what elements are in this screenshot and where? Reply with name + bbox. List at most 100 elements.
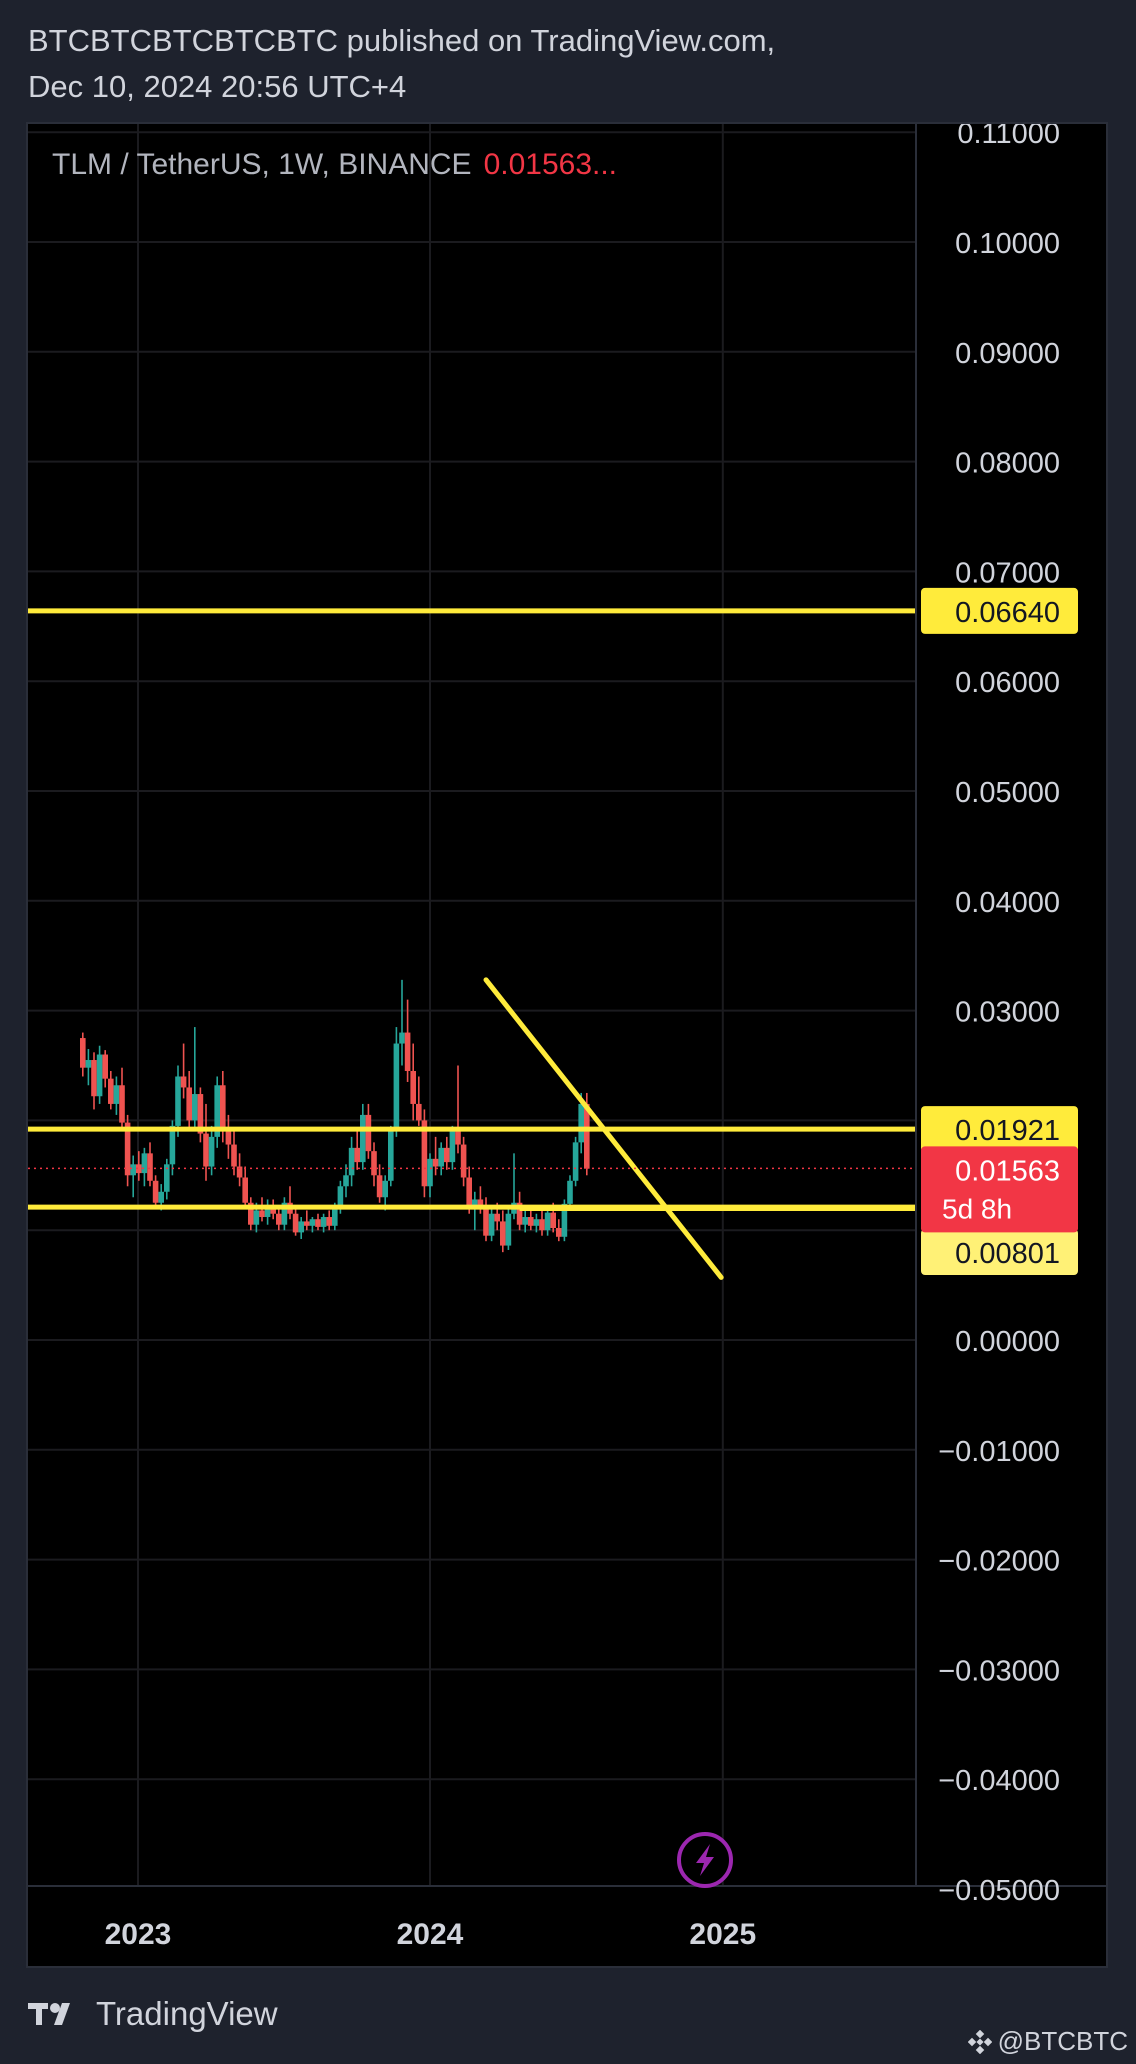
candle-body bbox=[292, 1213, 299, 1233]
candle-body bbox=[124, 1122, 131, 1176]
y-tick-label: −0.03000 bbox=[938, 1655, 1060, 1687]
candle-body bbox=[326, 1217, 332, 1226]
binance-icon bbox=[967, 2029, 992, 2054]
candle-body bbox=[180, 1076, 187, 1088]
legend-symbol: TLM / TetherUS, 1W, BINANCE bbox=[52, 148, 472, 181]
y-tick-label: 0.05000 bbox=[955, 777, 1060, 809]
candle-body bbox=[572, 1142, 579, 1181]
candle-body bbox=[449, 1131, 456, 1163]
candle-body bbox=[108, 1078, 114, 1104]
descending-trendline bbox=[483, 977, 724, 1280]
candle-body bbox=[416, 1103, 422, 1121]
candle-body bbox=[298, 1221, 304, 1233]
candle-body bbox=[270, 1206, 276, 1214]
y-tick-label: 0.07000 bbox=[955, 557, 1060, 589]
candle-body bbox=[438, 1147, 444, 1167]
y-tick-label: −0.01000 bbox=[938, 1436, 1060, 1468]
candle-body bbox=[432, 1158, 439, 1167]
candle-body bbox=[337, 1186, 344, 1209]
level-label-lower: 0.00801 bbox=[955, 1238, 1060, 1270]
candle-body bbox=[130, 1164, 136, 1176]
tradingview-brand-text: TradingView bbox=[96, 1995, 278, 2032]
candle-body bbox=[264, 1206, 271, 1218]
candle-body bbox=[96, 1054, 103, 1097]
y-tick-label: 0.04000 bbox=[955, 887, 1060, 919]
author-watermark: @BTCBTC bbox=[967, 2026, 1128, 2057]
candle-body bbox=[528, 1217, 534, 1226]
publication-header: BTCBTCBTCBTCBTC published on TradingView… bbox=[28, 18, 1108, 110]
x-tick-label: 2024 bbox=[397, 1918, 464, 1951]
candle-body bbox=[119, 1085, 125, 1123]
candle-body bbox=[466, 1177, 472, 1209]
candle-body bbox=[360, 1114, 366, 1163]
candle-body bbox=[365, 1114, 372, 1152]
candle-body bbox=[544, 1212, 551, 1231]
tradingview-logo[interactable]: TradingView bbox=[28, 1995, 278, 2033]
candle-body bbox=[102, 1054, 108, 1079]
candle-body bbox=[483, 1206, 489, 1236]
current-price-countdown: 5d 8h bbox=[942, 1193, 1012, 1224]
legend-price: 0.01563... bbox=[483, 148, 618, 181]
candle-body bbox=[578, 1103, 584, 1143]
candle-body bbox=[186, 1087, 192, 1121]
candle-body bbox=[169, 1125, 176, 1165]
candle-body bbox=[304, 1221, 310, 1226]
candle-body bbox=[556, 1228, 562, 1237]
y-tick-label: −0.02000 bbox=[938, 1546, 1060, 1578]
current-price-tag-bg bbox=[921, 1146, 1078, 1233]
candle-body bbox=[533, 1219, 540, 1226]
candle-body bbox=[276, 1213, 282, 1225]
candle-body bbox=[85, 1060, 92, 1068]
candle-body bbox=[343, 1175, 349, 1187]
y-tick-label: 0.06000 bbox=[955, 667, 1060, 699]
flash-icon-bolt bbox=[696, 1844, 714, 1876]
candle-body bbox=[253, 1210, 260, 1225]
y-tick-label: 0.08000 bbox=[955, 448, 1060, 480]
y-tick-label: 0.10000 bbox=[955, 228, 1060, 260]
chart-frame[interactable]: 0.11000 0.10000 0.09000 0.08000 0.07000 0.060… bbox=[26, 122, 1108, 1968]
time-axis-bg bbox=[28, 1887, 1106, 1966]
level-label-lower-bg bbox=[921, 1229, 1078, 1276]
x-tick-label: 2023 bbox=[105, 1918, 172, 1951]
y-tick-label: 0.03000 bbox=[955, 997, 1060, 1029]
candle-body bbox=[522, 1217, 528, 1225]
candle-body bbox=[203, 1133, 209, 1167]
candle-body bbox=[309, 1219, 316, 1226]
candle-body bbox=[320, 1217, 327, 1227]
chart-canvas[interactable]: 0.11000 0.10000 0.09000 0.08000 0.07000 0.060… bbox=[28, 124, 1106, 1966]
y-tick-label: 0.00000 bbox=[955, 1326, 1060, 1358]
candle-body bbox=[500, 1221, 506, 1246]
candle-body bbox=[136, 1164, 142, 1174]
y-tick-label: −0.05000 bbox=[938, 1875, 1060, 1907]
candle-body bbox=[550, 1212, 556, 1229]
candle-body bbox=[175, 1076, 181, 1126]
candle-body bbox=[231, 1144, 237, 1167]
level-label-upper: 0.06640 bbox=[955, 597, 1060, 629]
candle-body bbox=[460, 1144, 467, 1178]
level-label-resistance-bg bbox=[921, 1106, 1078, 1153]
current-price-label: 0.01563 bbox=[955, 1155, 1060, 1187]
candle-body bbox=[516, 1202, 523, 1225]
candle-body bbox=[455, 1131, 461, 1145]
candle-body bbox=[236, 1166, 243, 1178]
candle-body bbox=[567, 1180, 573, 1204]
candle-body bbox=[220, 1085, 226, 1132]
chart-legend: TLM / TetherUS, 1W, BINANCE 0.01563... bbox=[52, 148, 617, 182]
candle-body bbox=[584, 1103, 590, 1169]
candle-body bbox=[382, 1180, 388, 1198]
candle-body bbox=[164, 1164, 170, 1192]
level-label-resistance: 0.01921 bbox=[955, 1115, 1060, 1147]
candle-body bbox=[152, 1180, 159, 1203]
candle-body bbox=[80, 1038, 86, 1068]
tradingview-logo-icon bbox=[28, 2003, 70, 2025]
x-tick-label: 2025 bbox=[689, 1918, 756, 1951]
candle-body bbox=[91, 1060, 97, 1097]
candle-body bbox=[259, 1210, 265, 1218]
candle-body bbox=[371, 1151, 377, 1176]
candle-body bbox=[477, 1199, 484, 1207]
candle-body bbox=[444, 1147, 450, 1163]
candle-body bbox=[248, 1202, 254, 1225]
candle-body bbox=[192, 1094, 198, 1121]
candle-body bbox=[332, 1208, 338, 1226]
candle-body bbox=[404, 1032, 411, 1071]
